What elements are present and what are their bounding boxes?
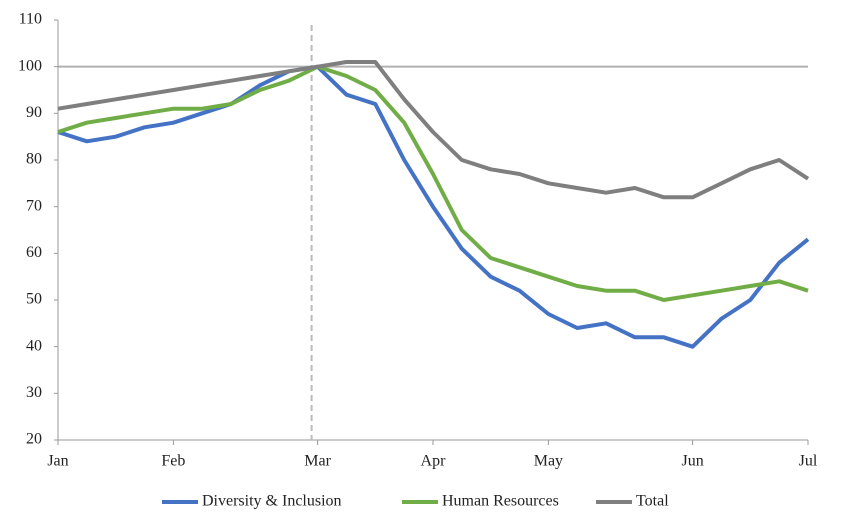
series-line <box>57 64 809 302</box>
series-line <box>57 64 810 349</box>
y-tick-label: 30 <box>26 384 42 401</box>
series-line <box>57 60 810 200</box>
legend-label: Human Resources <box>442 493 559 510</box>
x-tick-label: Jun <box>681 453 703 470</box>
y-tick-label: 110 <box>19 11 42 28</box>
legend-label: Diversity & Inclusion <box>202 493 342 510</box>
x-tick-label: May <box>534 453 563 470</box>
x-tick-label: Feb <box>161 453 185 470</box>
x-tick-label: Apr <box>421 453 447 470</box>
x-tick-label: Jul <box>799 453 818 470</box>
y-tick-label: 50 <box>26 291 42 308</box>
legend-label: Total <box>636 493 669 510</box>
x-tick-label: Mar <box>304 453 331 470</box>
y-tick-label: 40 <box>26 337 42 354</box>
y-tick-label: 70 <box>26 197 42 214</box>
x-tick-label: Jan <box>47 453 68 470</box>
y-tick-label: 20 <box>26 431 42 448</box>
y-tick-label: 60 <box>26 244 42 261</box>
y-tick-label: 80 <box>26 151 42 168</box>
y-tick-label: 100 <box>18 57 42 74</box>
y-tick-label: 90 <box>26 104 42 121</box>
